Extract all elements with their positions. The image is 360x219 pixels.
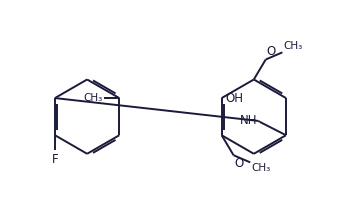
Text: CH₃: CH₃ (283, 41, 303, 51)
Text: O: O (267, 45, 276, 58)
Text: CH₃: CH₃ (84, 93, 103, 103)
Text: O: O (234, 157, 244, 170)
Text: OH: OH (225, 92, 243, 104)
Text: F: F (51, 153, 58, 166)
Text: CH₃: CH₃ (251, 163, 270, 173)
Text: NH: NH (240, 115, 257, 127)
